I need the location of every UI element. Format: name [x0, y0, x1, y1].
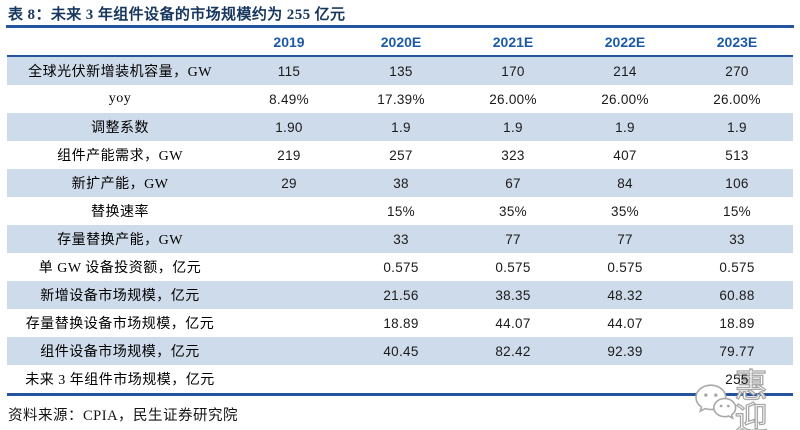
value-cell: 21.56: [383, 287, 419, 303]
source-note: 资料来源：CPIA，民生证券研究院: [8, 408, 239, 424]
value-cell: [345, 365, 457, 395]
value-cell: 77: [505, 231, 521, 247]
value-cell: 29: [281, 175, 297, 191]
value-cell: [569, 365, 681, 395]
value-cell: [233, 365, 345, 395]
value-cell: 0.575: [495, 259, 531, 275]
table-row: yoy 8.49% 17.39% 26.00% 26.00% 26.00%: [7, 85, 793, 113]
value-cell: 270: [725, 63, 749, 79]
value-cell: 77: [617, 231, 633, 247]
value-cell: 214: [613, 63, 637, 79]
value-cell: 135: [389, 63, 413, 79]
value-cell: 35%: [499, 203, 527, 219]
table-body: 全球光伏新增装机容量，GW 115 135 170 214 270 yoy 8.49% 17.3…: [7, 56, 793, 395]
table-row: 全球光伏新增装机容量，GW 115 135 170 214 270: [7, 56, 793, 85]
value-cell: 219: [277, 147, 301, 163]
value-cell: 18.89: [383, 315, 419, 331]
column-header-2022E: 2022E: [569, 29, 681, 57]
title-divider: [6, 25, 794, 28]
value-cell: 26.00%: [713, 91, 761, 107]
value-cell: 33: [729, 231, 745, 247]
value-cell: 407: [613, 147, 637, 163]
row-label: 替换速率: [91, 205, 149, 220]
value-cell: [233, 253, 345, 281]
value-cell: 0.575: [719, 259, 755, 275]
table-row: 存量替换设备市场规模，亿元 18.89 44.07 44.07 18.89: [7, 309, 793, 337]
table-row: 存量替换产能，GW 33 77 77 33: [7, 225, 793, 253]
table-row: 替换速率 15% 35% 35% 15%: [7, 197, 793, 225]
row-label: 全球光伏新增装机容量，GW: [28, 65, 212, 80]
row-label: 新扩产能，GW: [71, 177, 169, 192]
row-label: 单 GW 设备投资额，亿元: [38, 261, 202, 276]
value-cell: 1.90: [275, 119, 303, 135]
value-cell: 18.89: [719, 315, 755, 331]
value-cell: 67: [505, 175, 521, 191]
value-cell: 15%: [387, 203, 415, 219]
table-row: 单 GW 设备投资额，亿元 0.575 0.575 0.575 0.575: [7, 253, 793, 281]
row-label: 存量替换产能，GW: [57, 233, 183, 248]
column-header-2019: 2019: [233, 29, 345, 57]
table-row: 未来 3 年组件市场规模，亿元 255: [7, 365, 793, 395]
row-label: 存量替换设备市场规模，亿元: [25, 317, 215, 332]
value-cell: [233, 337, 345, 365]
value-cell: [233, 225, 345, 253]
row-label: 组件设备市场规模，亿元: [40, 345, 200, 360]
value-cell: 84: [617, 175, 633, 191]
value-cell: 26.00%: [601, 91, 649, 107]
value-cell: 17.39%: [377, 91, 425, 107]
row-label: 组件产能需求，GW: [57, 149, 183, 164]
column-header-2023E: 2023E: [681, 29, 793, 57]
row-label: yoy: [108, 91, 132, 106]
value-cell: 1.9: [727, 119, 747, 135]
value-cell: 170: [501, 63, 525, 79]
value-cell: [233, 197, 345, 225]
value-cell: 1.9: [391, 119, 411, 135]
value-cell: 115: [277, 63, 301, 79]
value-cell: [233, 281, 345, 309]
value-cell: 106: [725, 175, 749, 191]
value-cell: 0.575: [383, 259, 419, 275]
value-cell: 0.575: [607, 259, 643, 275]
value-cell: 33: [393, 231, 409, 247]
value-cell: 26.00%: [489, 91, 537, 107]
value-cell: [457, 365, 569, 395]
value-cell: 48.32: [607, 287, 643, 303]
table-row: 调整系数 1.90 1.9 1.9 1.9 1.9: [7, 113, 793, 141]
value-cell: 38.35: [495, 287, 531, 303]
table-row: 组件设备市场规模，亿元 40.45 82.42 92.39 79.77: [7, 337, 793, 365]
header-cell-empty: [7, 29, 233, 57]
value-cell: 323: [501, 147, 525, 163]
value-cell: 513: [725, 147, 749, 163]
value-cell: [233, 309, 345, 337]
value-cell: 257: [389, 147, 413, 163]
table-header: 2019 2020E 2021E 2022E 2023E: [7, 29, 793, 57]
value-cell: 79.77: [719, 343, 755, 359]
value-cell: 255: [725, 371, 749, 387]
value-cell: 60.88: [719, 287, 755, 303]
value-cell: 40.45: [383, 343, 419, 359]
table-row: 新扩产能，GW 29 38 67 84 106: [7, 169, 793, 197]
value-cell: 44.07: [607, 315, 643, 331]
value-cell: 82.42: [495, 343, 531, 359]
table-row: 组件产能需求，GW 219 257 323 407 513: [7, 141, 793, 169]
value-cell: 44.07: [495, 315, 531, 331]
table-title: 表 8：未来 3 年组件设备的市场规模约为 255 亿元: [8, 7, 346, 23]
row-label: 未来 3 年组件市场规模，亿元: [25, 373, 215, 388]
table-row: 新增设备市场规模，亿元 21.56 38.35 48.32 60.88: [7, 281, 793, 309]
value-cell: 1.9: [503, 119, 523, 135]
value-cell: 1.9: [615, 119, 635, 135]
value-cell: 38: [393, 175, 409, 191]
row-label: 新增设备市场规模，亿元: [40, 289, 200, 304]
data-table: 2019 2020E 2021E 2022E 2023E 全球光伏新增装机容量，GW 11…: [7, 29, 793, 396]
column-header-2020E: 2020E: [345, 29, 457, 57]
value-cell: 35%: [611, 203, 639, 219]
column-header-2021E: 2021E: [457, 29, 569, 57]
value-cell: 8.49%: [269, 91, 309, 107]
row-label: 调整系数: [91, 121, 149, 136]
value-cell: 15%: [723, 203, 751, 219]
header-row: 2019 2020E 2021E 2022E 2023E: [7, 29, 793, 57]
value-cell: 92.39: [607, 343, 643, 359]
